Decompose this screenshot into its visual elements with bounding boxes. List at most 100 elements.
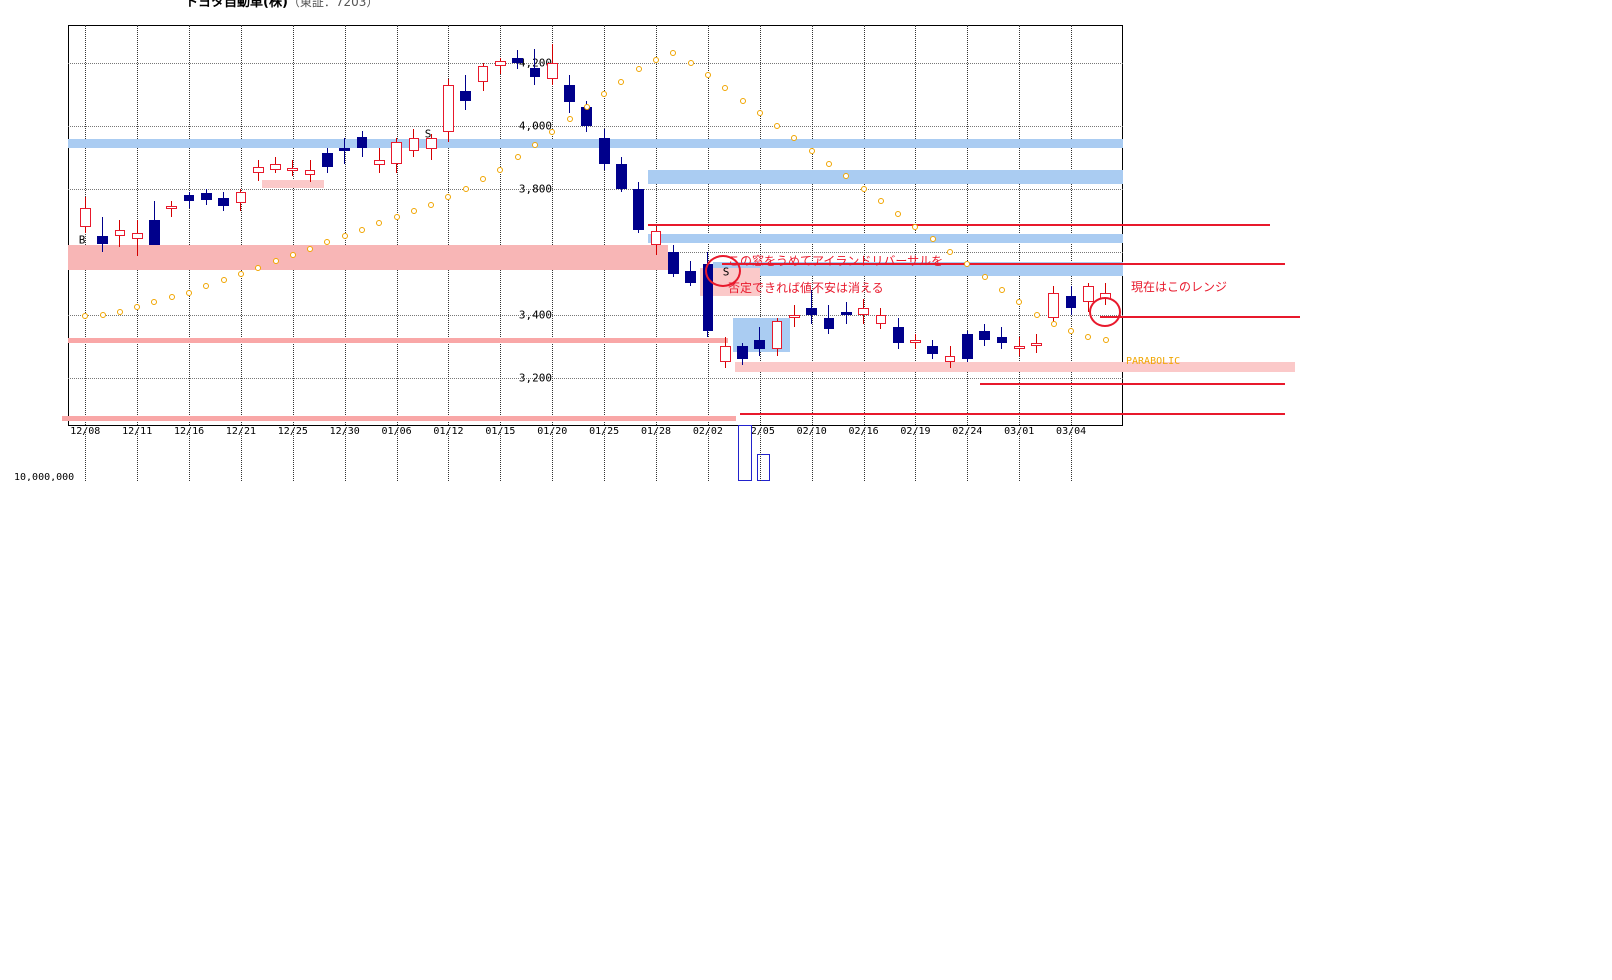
title-market-code: （東証：7203） xyxy=(287,0,379,9)
candle-body xyxy=(425,138,437,150)
parabolic-sar-dot xyxy=(82,313,89,320)
candle-body xyxy=(1083,286,1094,303)
candle-body xyxy=(1031,343,1042,347)
candlestick xyxy=(598,128,610,170)
candle-body xyxy=(910,339,921,344)
volume-gridline-x xyxy=(552,430,554,481)
parabolic-sar-dot xyxy=(410,207,417,214)
volume-gridline-x xyxy=(500,430,502,481)
candle-body xyxy=(1048,292,1060,318)
candlestick xyxy=(322,147,333,174)
candle-body xyxy=(443,84,454,133)
candle-wick xyxy=(811,289,813,325)
parabolic-sar-dot xyxy=(134,303,141,310)
gridline-x-01/20 xyxy=(552,25,554,425)
zone-resistance-zone-3620 xyxy=(648,234,1123,243)
line-resistance-3450 xyxy=(1100,316,1300,318)
parabolic-sar-dot xyxy=(998,286,1005,293)
parabolic-sar-dot xyxy=(359,226,366,233)
candle-body xyxy=(477,65,489,82)
candle-body xyxy=(287,168,299,172)
line-resistance-3720 xyxy=(648,224,1270,226)
parabolic-sar-dot xyxy=(480,176,487,183)
candlestick xyxy=(512,50,524,70)
y-axis-tick-label: 4,000 xyxy=(518,119,552,133)
volume-gridline-x xyxy=(85,430,87,481)
candle-body xyxy=(149,220,160,246)
gridline-x-12/16 xyxy=(189,25,191,425)
candlestick xyxy=(996,327,1008,350)
candle-body xyxy=(1065,295,1077,309)
candle-body xyxy=(875,314,887,325)
candle-body xyxy=(529,67,541,77)
volume-gridline-x xyxy=(189,430,191,481)
zone-range-zone-current xyxy=(713,262,1123,276)
candlestick xyxy=(564,75,575,114)
volume-bar xyxy=(738,425,752,481)
candlestick xyxy=(425,133,437,161)
gridline-y-3,400 xyxy=(68,314,1123,316)
volume-gridline-x xyxy=(448,430,450,481)
candlestick xyxy=(166,201,178,218)
candle-body xyxy=(166,206,178,210)
y-axis-tick-label: 3,400 xyxy=(518,308,552,322)
parabolic-sar-dot xyxy=(116,308,123,315)
ellipse-current-highlight xyxy=(1089,297,1121,327)
volume-gridline-x xyxy=(240,430,242,481)
parabolic-sar-dot xyxy=(255,264,262,271)
candlestick xyxy=(840,302,852,325)
parabolic-sar-dot xyxy=(445,193,452,200)
parabolic-sar-dot xyxy=(964,261,971,268)
candle-body xyxy=(79,207,91,227)
parabolic-sar-dot xyxy=(289,251,296,258)
candlestick xyxy=(131,220,143,257)
volume-gridline-x xyxy=(344,430,346,481)
candle-body xyxy=(339,147,351,151)
line-support-3100 xyxy=(62,416,736,421)
parabolic-sar-dot xyxy=(1016,299,1023,306)
candlestick xyxy=(875,308,887,329)
parabolic-sar-dot xyxy=(618,78,625,85)
candle-body xyxy=(616,163,627,189)
parabolic-sar-dot xyxy=(1102,336,1109,343)
parabolic-sar-dot xyxy=(808,147,815,154)
parabolic-sar-dot xyxy=(462,185,469,192)
candlestick xyxy=(97,217,108,252)
zone-resistance-zone-3860 xyxy=(648,170,1123,184)
gridline-y-4,200 xyxy=(68,62,1123,64)
parabolic-sar-dot xyxy=(237,270,244,277)
parabolic-sar-dot xyxy=(895,210,902,217)
volume-gridline-x xyxy=(967,430,969,481)
candlestick xyxy=(114,220,126,248)
parabolic-sar-dot xyxy=(947,248,954,255)
parabolic-sar-dot xyxy=(1050,321,1057,328)
candlestick xyxy=(823,305,835,334)
gridline-x-01/15 xyxy=(500,25,502,425)
candlestick xyxy=(927,339,939,359)
candle-body xyxy=(97,236,108,244)
candle-body xyxy=(512,58,524,63)
ellipse-gap-highlight xyxy=(705,255,741,287)
candlestick xyxy=(944,346,956,369)
candlestick xyxy=(270,157,281,174)
parabolic-sar-dot xyxy=(583,103,590,110)
candlestick xyxy=(149,201,160,246)
candlestick xyxy=(200,188,212,205)
parabolic-sar-dot xyxy=(791,135,798,142)
candle-body xyxy=(495,61,506,66)
line-resistance-3620 xyxy=(722,263,1285,265)
candle-wick xyxy=(344,138,346,164)
candlestick xyxy=(806,289,818,325)
volume-axis-label: 10,000,000 xyxy=(14,472,75,483)
candle-body xyxy=(270,163,281,170)
candle-body xyxy=(737,346,748,359)
parabolic-sar-dot xyxy=(220,277,227,284)
signal-marker-sell: S xyxy=(424,127,432,141)
bottom-clip-mask xyxy=(0,481,1612,980)
candlestick xyxy=(754,327,766,356)
gridline-x-12/11 xyxy=(137,25,139,425)
gridline-y-4,000 xyxy=(68,125,1123,127)
line-support-3340 xyxy=(68,338,728,343)
volume-gridline-x xyxy=(292,430,294,481)
line-support-3140 xyxy=(740,413,1285,415)
